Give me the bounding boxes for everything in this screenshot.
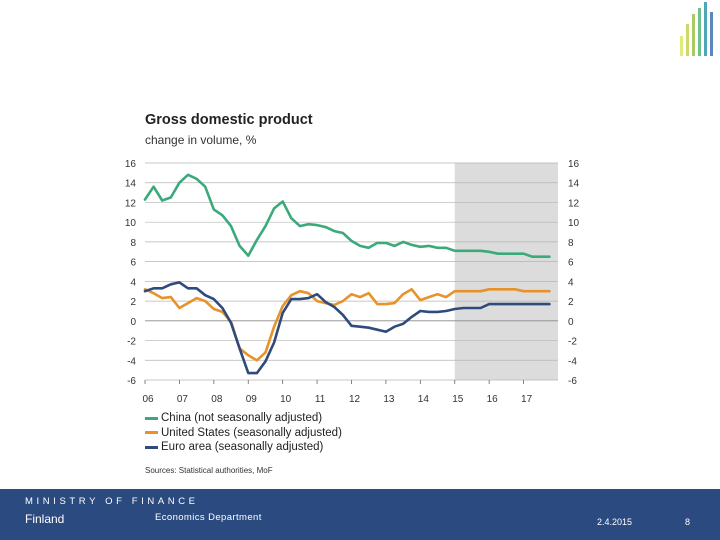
x-tick-label: 06 — [142, 394, 154, 405]
y-tick-label-right: -4 — [568, 356, 577, 367]
y-tick-label-left: 0 — [130, 317, 136, 328]
y-tick-label-left: -4 — [127, 356, 136, 367]
y-tick-label-right: 10 — [568, 218, 580, 229]
y-tick-label-left: 2 — [130, 297, 136, 308]
x-tick-label: 11 — [315, 394, 326, 405]
y-tick-label-right: -2 — [568, 337, 577, 348]
deco-bar — [710, 12, 713, 56]
legend-label-us: United States (seasonally adjusted) — [161, 426, 342, 439]
slide-date: 2.4.2015 — [597, 517, 633, 527]
department-name: Economics Department — [155, 512, 262, 523]
chart-sources: Sources: Statistical authorities, MoF — [145, 466, 273, 475]
y-tick-label-left: 8 — [130, 238, 136, 249]
legend-item-us: United States (seasonally adjusted) — [145, 426, 342, 441]
y-tick-label-left: 6 — [130, 258, 136, 269]
x-tick-label: 15 — [452, 394, 464, 405]
x-tick-label: 13 — [383, 394, 395, 405]
y-tick-label-right: 4 — [568, 277, 574, 288]
chart-subtitle: change in volume, % — [145, 133, 257, 147]
deco-bar — [680, 36, 683, 56]
series-line-2 — [143, 281, 551, 375]
ministry-name: MINISTRY OF FINANCE — [25, 496, 199, 507]
chart-legend: China (not seasonally adjusted) United S… — [145, 411, 342, 455]
y-tick-label-right: 14 — [568, 179, 580, 190]
series-line-1 — [143, 287, 551, 362]
legend-item-euro: Euro area (seasonally adjusted) — [145, 440, 342, 455]
y-tick-label-right: 0 — [568, 317, 574, 328]
y-tick-label-left: -6 — [127, 376, 136, 387]
deco-bar — [698, 8, 701, 56]
y-tick-label-left: 10 — [125, 218, 137, 229]
y-tick-label-left: 4 — [130, 277, 136, 288]
x-tick-label: 09 — [246, 394, 258, 405]
legend-label-euro: Euro area (seasonally adjusted) — [161, 441, 324, 453]
decorative-bars — [680, 2, 713, 56]
x-tick-label: 08 — [211, 394, 223, 405]
y-tick-label-right: 12 — [568, 198, 580, 209]
legend-item-china: China (not seasonally adjusted) — [145, 411, 342, 426]
x-tick-label: 10 — [280, 394, 292, 405]
y-tick-label-right: 6 — [568, 258, 574, 269]
y-tick-label-right: -6 — [568, 376, 577, 387]
y-tick-label-left: 12 — [125, 198, 137, 209]
x-tick-label: 14 — [418, 394, 430, 405]
legend-swatch-us — [145, 431, 158, 435]
y-tick-label-right: 8 — [568, 238, 574, 249]
legend-label-china: China (not seasonally adjusted) — [161, 412, 323, 424]
x-tick-label: 12 — [349, 394, 361, 405]
y-tick-label-right: 2 — [568, 297, 574, 308]
y-tick-label-left: 14 — [125, 179, 137, 190]
gdp-chart: 16 16 14 14 12 12 10 10 8 8 6 6 4 4 2 2 0 0 -2 -2 -4 -4 -6 -6 06… — [125, 159, 580, 405]
y-tick-label-left: 16 — [125, 159, 137, 170]
x-tick-label: 07 — [177, 394, 189, 405]
forecast-shading — [454, 163, 558, 380]
chart-title: Gross domestic product — [145, 112, 313, 128]
legend-swatch-euro — [145, 445, 158, 449]
y-tick-label-right: 16 — [568, 159, 580, 170]
country-name: Finland — [25, 512, 65, 526]
legend-swatch-china — [145, 416, 158, 420]
series-line-0 — [143, 173, 551, 259]
deco-bar — [692, 14, 695, 56]
deco-bar — [704, 2, 707, 56]
footer-bar: MINISTRY OF FINANCE Finland Economics De… — [0, 489, 720, 540]
y-tick-label-left: -2 — [127, 337, 136, 348]
deco-bar — [686, 24, 689, 56]
x-tick-label: 16 — [487, 394, 499, 405]
x-tick-label: 17 — [521, 394, 533, 405]
page-number: 8 — [685, 517, 691, 527]
